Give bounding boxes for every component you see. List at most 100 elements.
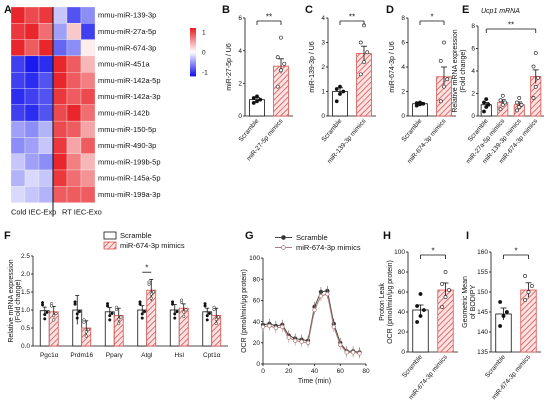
y-axis-label: Relative mRNA expression: [452, 29, 459, 112]
heatmap-cell: [52, 104, 68, 122]
data-point: [440, 282, 444, 286]
y-tick-label: 100: [249, 255, 260, 262]
x-tick-label: 80: [362, 368, 370, 375]
y-axis-label: Proton Leak: [379, 283, 386, 321]
heatmap-cell: [10, 23, 26, 40]
legend-marker: [281, 235, 286, 240]
data-point: [207, 311, 211, 315]
legend-label: Scramble: [120, 231, 152, 240]
data-point: [533, 84, 538, 89]
heatmap-group-label: Cold IEC-Exo: [11, 208, 56, 217]
heatmap-row-label: mmu-miR-490-3p: [98, 141, 156, 150]
data-point: [438, 99, 443, 104]
data-point: [184, 308, 188, 312]
heatmap-cell: [52, 6, 68, 24]
colorbar-segment: [190, 58, 196, 61]
heatmap-cell: [24, 72, 40, 89]
heatmap-cell: [80, 186, 96, 203]
data-point: [117, 321, 121, 326]
data-point: [358, 40, 363, 45]
data-point: [214, 317, 218, 321]
data-point: [357, 351, 362, 356]
heatmap-cell: [52, 88, 68, 105]
y-axis-label: Relative mRNA expression: [8, 259, 15, 342]
heatmap-cell: [80, 72, 96, 89]
data-point: [182, 310, 186, 314]
data-point: [84, 330, 88, 334]
y-tick-label: 4: [471, 68, 475, 75]
heatmap-cell: [10, 104, 26, 122]
significance-label: **: [349, 13, 355, 22]
y-tick-label: 20: [253, 340, 261, 347]
y-axis-label: (Fold change): [460, 49, 467, 92]
heatmap-row-label: mmu-miR-150-5p: [98, 125, 156, 134]
colorbar-segment: [190, 56, 196, 59]
colorbar-segment: [190, 40, 196, 43]
data-point: [251, 96, 256, 100]
data-point: [84, 334, 88, 338]
y-tick-label: 1: [321, 89, 325, 96]
data-point: [438, 58, 443, 63]
heatmap-cell: [66, 72, 82, 89]
y-tick-label: 0.5: [21, 325, 30, 332]
y-tick-label: 2.5: [21, 253, 30, 260]
data-point: [299, 339, 304, 344]
heatmap-row-label: mmu-miR-142b: [98, 108, 150, 117]
data-point: [142, 310, 146, 314]
y-axis-label: OCR (pmol/min/μg protein): [387, 260, 394, 344]
y-tick-label: 8: [471, 23, 475, 30]
data-point: [108, 318, 112, 322]
data-point: [312, 307, 317, 313]
y-tick-label: 2: [471, 91, 475, 98]
legend-swatch: [103, 241, 117, 250]
colorbar-segment: [190, 38, 196, 41]
x-tick-label: Hsl: [175, 352, 185, 359]
data-point: [358, 72, 363, 77]
y-tick-label: 80: [253, 276, 261, 283]
data-point: [77, 310, 81, 314]
data-point: [500, 102, 505, 107]
data-point: [117, 317, 121, 321]
y-tick-label: 40: [253, 319, 261, 326]
heatmap-cell: [24, 169, 40, 187]
heatmap-cell: [66, 104, 82, 122]
heatmap-cell: [10, 6, 26, 24]
y-axis-label: OCR (pmol/min/μg protein): [241, 269, 248, 353]
data-point: [331, 324, 336, 330]
y-tick-label: 160: [477, 249, 488, 256]
y-tick-label: 150: [477, 289, 488, 296]
y-axis-label: of BODIPY: [470, 285, 477, 320]
y-tick-label: 135: [477, 349, 488, 356]
data-point: [365, 50, 370, 55]
data-point: [255, 99, 259, 104]
x-axis-label: Time (min): [298, 378, 331, 385]
heatmap-cell: [24, 153, 40, 171]
heatmap-cell: [38, 137, 54, 154]
x-tick-label: 40: [311, 368, 319, 375]
heatmap-cell: [80, 23, 96, 40]
y-tick-label: 60: [398, 289, 406, 296]
heatmap-cell: [52, 55, 68, 73]
data-point: [338, 342, 343, 348]
data-point: [498, 107, 503, 112]
legend-marker: [281, 245, 286, 250]
heatmap-group-label: RT IEC-Exo: [62, 208, 102, 217]
y-tick-label: 100: [394, 249, 405, 256]
panel-label-e: E: [462, 4, 469, 16]
y-tick-label: 145: [477, 309, 488, 316]
heatmap-cell: [38, 88, 54, 105]
colorbar-tick-label: -1: [202, 70, 208, 77]
y-axis-label: miR-139-3p / U6: [309, 41, 316, 92]
colorbar-segment: [190, 50, 196, 53]
data-point: [86, 328, 90, 332]
heatmap-cell: [38, 55, 54, 73]
heatmap-cell: [66, 169, 82, 187]
heatmap-cell: [24, 6, 40, 24]
heatmap-cell: [66, 120, 82, 138]
x-tick-label: Pgc1α: [40, 352, 59, 359]
data-point: [334, 99, 339, 104]
colorbar-segment: [190, 60, 196, 63]
y-tick-label: 60: [253, 298, 261, 305]
data-point: [138, 302, 142, 306]
heatmap-cell: [52, 23, 68, 40]
